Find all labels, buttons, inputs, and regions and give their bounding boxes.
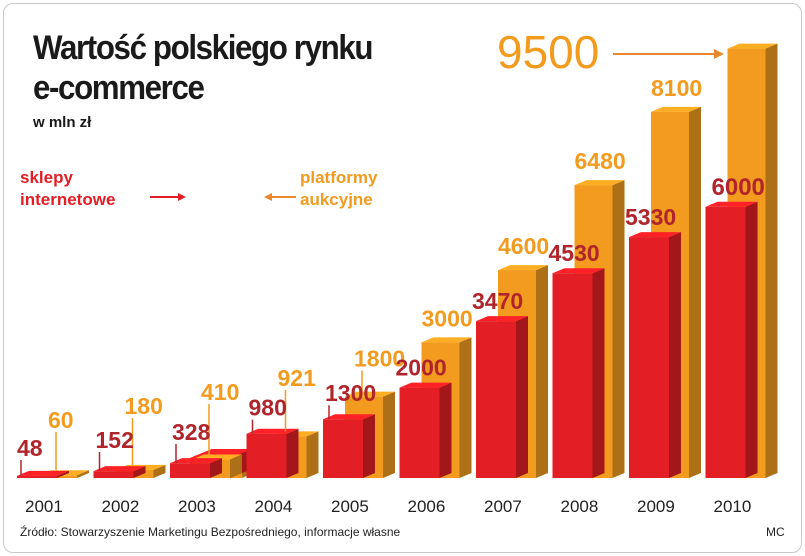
bar-shops: [246, 428, 299, 478]
value-label-auctions: 8100: [651, 75, 702, 101]
bar-shops: [17, 470, 69, 478]
bar-shops: [323, 414, 375, 478]
value-label-shops: 6000: [712, 174, 765, 201]
value-label-shops: 3470: [472, 288, 523, 314]
bar-shops: [93, 466, 146, 478]
value-label-auctions: 921: [278, 365, 317, 391]
chart-title-line-1: Wartość polskiego rynku: [33, 29, 373, 67]
bar-shops: [552, 268, 605, 478]
bar-shops: [170, 458, 222, 478]
chart-unit: w mln zł: [33, 114, 92, 131]
value-label-shops: 5330: [625, 204, 676, 230]
value-label-auctions: 4600: [498, 233, 549, 259]
x-tick-label: 2002: [102, 497, 140, 516]
value-label-shops: 2000: [396, 355, 447, 381]
value-label-auctions: 410: [201, 379, 239, 405]
value-label-auctions: 6480: [575, 148, 626, 174]
x-tick-label: 2001: [25, 497, 63, 516]
x-tick-label: 2003: [178, 497, 216, 516]
legend-shops-line-1: sklepy: [20, 168, 73, 187]
value-label-shops: 328: [172, 419, 211, 445]
bar-shops: [629, 232, 681, 478]
legend-auctions-arrowhead: [264, 193, 272, 201]
value-label-auctions: 180: [125, 393, 163, 419]
chart-title-line-2: e-commerce: [33, 69, 205, 107]
legend-auctions-line-1: platformy: [300, 168, 378, 187]
x-tick-label: 2009: [637, 497, 675, 516]
legend-auctions-line-2: aukcyjne: [300, 190, 373, 209]
bar-shops: [399, 382, 452, 478]
value-label-shops: 152: [96, 427, 134, 453]
value-label-auctions: 1800: [354, 346, 405, 372]
legend-shops-arrowhead: [178, 193, 186, 201]
value-label-auctions: 3000: [422, 305, 473, 331]
bar-shops: [705, 201, 758, 479]
legend-shops-line-2: internetowe: [20, 190, 116, 209]
x-tick-label: 2010: [714, 497, 752, 516]
x-tick-label: 2004: [255, 497, 293, 516]
value-label-auctions: 9500: [497, 26, 599, 78]
chart-title: Wartość polskiego rynku e-commerce: [33, 28, 373, 108]
value-label-auctions: 60: [48, 407, 74, 433]
legend-shops: sklepy internetowe: [20, 167, 170, 211]
author-credit: MC: [766, 525, 785, 539]
value-label-shops: 48: [17, 435, 43, 461]
source-note: Źródło: Stowarzyszenie Marketingu Bezpoś…: [20, 525, 401, 539]
legend-auctions: platformy aukcyjne: [300, 167, 420, 211]
value-label-shops: 4530: [549, 240, 600, 266]
highlight-arrowhead: [714, 49, 724, 59]
x-tick-label: 2008: [561, 497, 599, 516]
bar-shops: [476, 316, 528, 478]
x-tick-label: 2007: [484, 497, 522, 516]
value-label-shops: 980: [249, 395, 287, 421]
x-tick-label: 2005: [331, 497, 369, 516]
value-label-shops: 1300: [325, 380, 376, 406]
x-tick-label: 2006: [408, 497, 446, 516]
